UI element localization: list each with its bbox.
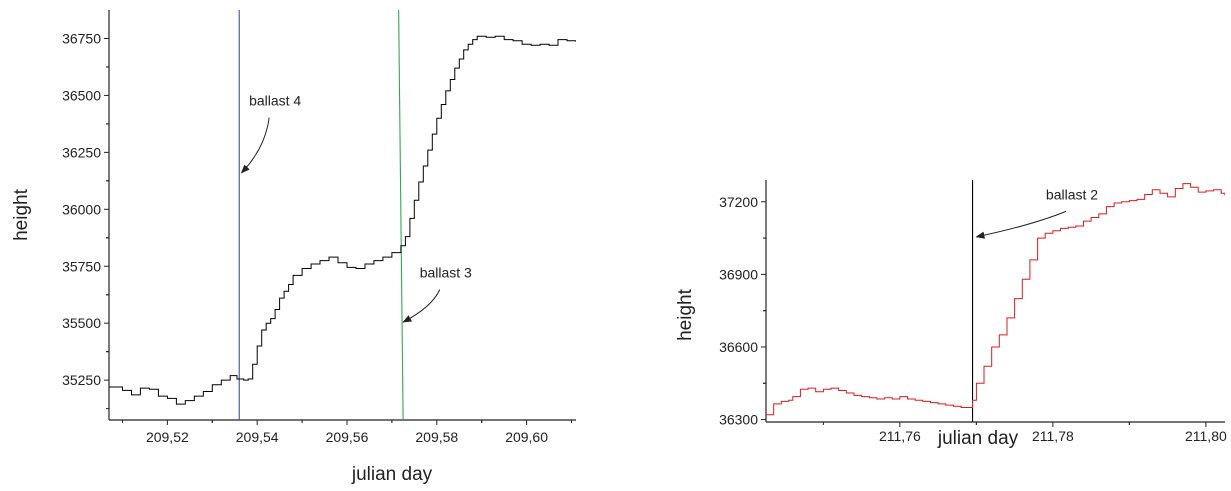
right-y-tick-label: 36300: [719, 412, 758, 428]
right-x-tick-label: 211,78: [1032, 428, 1074, 444]
right-y-axis-title: height: [675, 288, 696, 340]
right-y-tick-label: 36900: [719, 266, 758, 282]
left-marker-line-2: [398, 9, 404, 421]
left-y-tick-label: 36250: [62, 144, 101, 160]
left-x-tick-label: 209,54: [236, 429, 279, 445]
left-chart: 209,52 209,54 209,56 209,58 209,60 35250 35500…: [11, 9, 576, 485]
left-y-tick-label: 36000: [62, 201, 101, 217]
left-x-tick-label: 209,60: [505, 429, 548, 445]
right-x-tick-label: 211,80: [1185, 428, 1227, 444]
left-annotation-1: ballast 4: [249, 93, 301, 109]
right-x-axis-title: julian day: [937, 428, 1019, 449]
right-y-tick-label: 37200: [719, 194, 758, 210]
left-y-tick-label: 36750: [62, 30, 101, 46]
left-annotation-2: ballast 3: [420, 265, 472, 281]
left-y-axis-title: height: [11, 188, 32, 240]
left-x-axis-title: julian day: [351, 464, 433, 485]
left-y-tick-label: 36500: [62, 87, 101, 103]
left-x-tick-label: 209,56: [326, 429, 369, 445]
right-y-tick-label: 36600: [719, 339, 758, 355]
right-chart: 211,76 211,78 211,80 36300 36600 36900 37200 ju…: [675, 180, 1227, 449]
right-annotation-1: ballast 2: [1046, 186, 1098, 202]
left-x-tick-label: 209,58: [415, 429, 458, 445]
right-x-tick-label: 211,76: [879, 428, 921, 444]
left-annotation-arrow-1: [240, 117, 270, 174]
left-series-line-1: [109, 35, 576, 405]
left-y-tick-label: 35250: [62, 372, 101, 388]
left-x-tick-label: 209,52: [146, 429, 189, 445]
right-annotation-arrow-1: [975, 210, 1067, 239]
left-y-tick-label: 35750: [62, 258, 101, 274]
right-series-line-1: [766, 183, 1225, 416]
left-annotation-arrow-2: [402, 289, 441, 323]
left-y-tick-label: 35500: [62, 315, 101, 331]
